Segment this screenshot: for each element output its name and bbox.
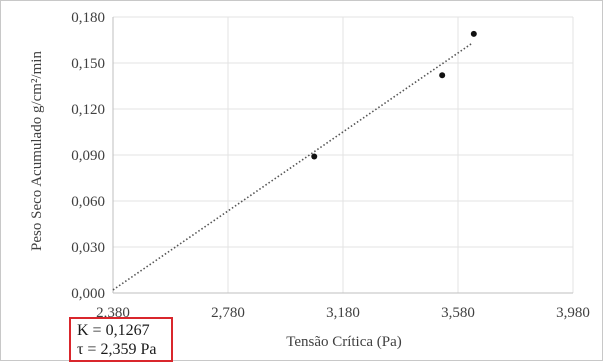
x-tick-label: 3,980 — [556, 305, 590, 321]
y-tick-label: 0,150 — [71, 56, 105, 72]
x-tick-label: 3,580 — [441, 305, 475, 321]
data-points — [311, 30, 477, 160]
data-point — [470, 30, 477, 37]
axes — [112, 17, 573, 294]
y-tick-label: 0,000 — [71, 286, 105, 302]
trendline-group — [112, 42, 473, 291]
y-tick-label: 0,120 — [71, 102, 105, 118]
x-tick-label: 2,780 — [211, 305, 245, 321]
data-point — [311, 153, 318, 160]
grid-lines — [113, 16, 574, 293]
trendline — [112, 42, 473, 291]
y-tick-label: 0,030 — [71, 240, 105, 256]
data-point — [439, 72, 446, 79]
y-tick-label: 0,180 — [71, 10, 105, 26]
y-tick-label: 0,090 — [71, 148, 105, 164]
y-tick-label: 0,060 — [71, 194, 105, 210]
tau-parameter: τ = 2,359 Pa — [77, 341, 157, 358]
regression-parameters-box: K = 0,1267 τ = 2,359 Pa — [69, 317, 173, 362]
x-axis-title: Tensão Crítica (Pa) — [286, 334, 402, 350]
y-axis-title: Peso Seco Acumulado g/cm²/min — [29, 51, 45, 251]
y-tick-labels: 0,000 0,030 0,060 0,090 0,120 0,150 0,180 — [71, 10, 105, 302]
k-parameter: K = 0,1267 — [77, 322, 150, 339]
x-tick-label: 3,180 — [326, 305, 360, 321]
